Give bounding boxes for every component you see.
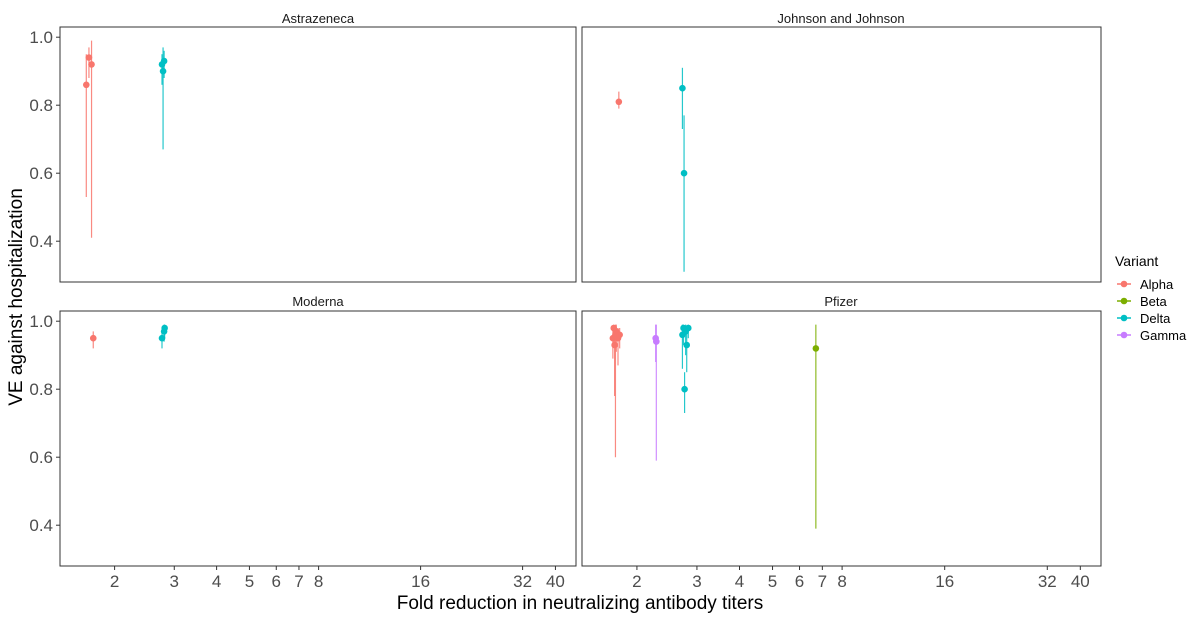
data-point-alpha — [85, 54, 93, 61]
x-tick-label: 6 — [795, 572, 804, 591]
x-tick-label: 5 — [245, 572, 254, 591]
data-point-gamma — [653, 338, 660, 345]
x-tick-label: 8 — [314, 572, 323, 591]
x-axis-title: Fold reduction in neutralizing antibody … — [397, 593, 763, 614]
x-tick-label: 32 — [1038, 572, 1057, 591]
x-tick-label: 2 — [632, 572, 641, 591]
panel-frame-moderna — [59, 310, 577, 567]
y-tick-label: 0.4 — [29, 516, 53, 535]
panel-frame-pfizer — [581, 310, 1102, 567]
x-tick-label: 7 — [294, 572, 303, 591]
x-tick-label: 3 — [692, 572, 701, 591]
legend-key-beta — [1120, 297, 1128, 305]
y-tick-label: 0.6 — [29, 448, 53, 467]
panel-title-moderna: Moderna — [292, 294, 344, 309]
x-tick-label: 4 — [735, 572, 744, 591]
panel-frame-johnson-and-johnson — [581, 26, 1102, 283]
x-tick-label: 2 — [110, 572, 119, 591]
data-point-alpha — [82, 81, 90, 89]
panel-frame-astrazeneca — [59, 26, 577, 283]
y-axis-title: VE against hospitalization — [6, 188, 27, 406]
data-point-delta — [680, 169, 688, 177]
data-point-delta — [160, 57, 168, 65]
panel-title-pfizer: Pfizer — [824, 294, 858, 309]
y-tick-label: 1.0 — [29, 28, 53, 47]
y-tick-label: 0.6 — [29, 164, 53, 183]
y-tick-label: 0.4 — [29, 232, 53, 251]
data-point-delta — [159, 67, 167, 75]
data-point-alpha — [616, 331, 623, 339]
x-tick-label: 32 — [513, 572, 532, 591]
legend: Variant Alpha Beta Delta Gamma — [1115, 253, 1187, 343]
x-tick-label: 40 — [1071, 572, 1090, 591]
panel-title-astrazeneca: Astrazeneca — [282, 11, 355, 26]
legend-items: Alpha Beta Delta Gamma — [1117, 277, 1187, 343]
data-point-delta — [683, 341, 691, 349]
data-point-alpha — [89, 334, 97, 342]
x-tick-label: 40 — [546, 572, 565, 591]
legend-key-gamma — [1120, 331, 1128, 339]
data-point-delta — [684, 324, 692, 332]
x-tick-label: 8 — [837, 572, 846, 591]
legend-label-alpha: Alpha — [1140, 277, 1174, 292]
legend-label-delta: Delta — [1140, 311, 1171, 326]
x-tick-label: 6 — [272, 572, 281, 591]
data-point-alpha — [88, 61, 95, 68]
axes-layer: 0.40.60.81.00.40.60.81.02 3 4 5 6 7 8 16 32 40 2 3 4… — [29, 28, 1089, 591]
data-point-beta — [812, 345, 820, 352]
legend-title: Variant — [1115, 253, 1158, 269]
x-tick-label: 5 — [768, 572, 777, 591]
x-tick-label: 4 — [212, 572, 221, 591]
x-tick-label: 7 — [818, 572, 827, 591]
x-tick-label: 16 — [935, 572, 954, 591]
data-point-delta — [679, 84, 686, 92]
y-tick-label: 0.8 — [29, 96, 53, 115]
legend-label-beta: Beta — [1140, 294, 1168, 309]
y-tick-label: 1.0 — [29, 312, 53, 331]
x-tick-label: 3 — [170, 572, 179, 591]
x-tick-label: 16 — [411, 572, 430, 591]
data-point-delta — [681, 385, 688, 393]
data-point-alpha — [615, 98, 623, 106]
y-tick-label: 0.8 — [29, 380, 53, 399]
legend-key-delta — [1120, 314, 1128, 322]
marks-layer — [82, 40, 820, 529]
legend-label-gamma: Gamma — [1140, 328, 1187, 343]
data-point-delta — [161, 324, 168, 332]
legend-key-alpha — [1120, 280, 1128, 288]
panel-title-johnson-and-johnson: Johnson and Johnson — [777, 11, 904, 26]
